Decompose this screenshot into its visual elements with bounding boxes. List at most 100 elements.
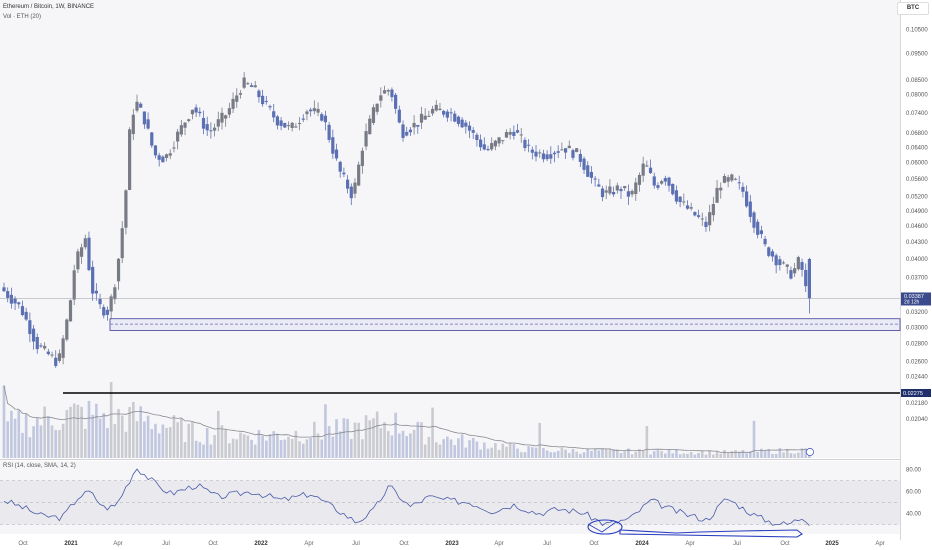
candle-body xyxy=(549,154,553,159)
volume-bar xyxy=(43,406,46,458)
candle-body xyxy=(331,137,335,154)
rsi-annotation-v xyxy=(587,521,617,533)
candle-body xyxy=(508,131,512,135)
volume-bar xyxy=(715,451,719,458)
volume-bar xyxy=(416,421,420,458)
volume-bar xyxy=(183,442,187,458)
candle-body xyxy=(711,204,715,216)
volume-bar xyxy=(527,446,530,458)
candle-body xyxy=(719,187,723,191)
volume-bar xyxy=(257,430,261,458)
candle-body xyxy=(290,122,294,129)
time-label-16: Oct xyxy=(780,541,790,547)
candle-body xyxy=(741,186,745,192)
volume-bar xyxy=(294,430,298,458)
candle-body xyxy=(275,116,279,126)
candle-body xyxy=(135,101,139,111)
candle-body xyxy=(246,83,250,85)
candle-body xyxy=(578,154,582,162)
volume-bar xyxy=(682,453,686,458)
candle-body xyxy=(807,258,812,299)
candle-body xyxy=(128,129,132,190)
volume-bar xyxy=(545,450,549,458)
volume-bar xyxy=(6,421,9,458)
volume-bar xyxy=(586,448,590,458)
candle-body xyxy=(227,108,231,115)
candle-body xyxy=(327,124,331,140)
volume-bar xyxy=(61,423,65,458)
volume-bar xyxy=(154,423,157,458)
time-label-3: Jul xyxy=(162,541,170,547)
candle-body xyxy=(704,221,708,228)
volume-bar xyxy=(157,433,161,458)
volume-bar xyxy=(2,385,6,458)
price-tick-label-18: 0.02600 xyxy=(906,359,928,365)
volume-bar xyxy=(471,437,475,458)
candle-body xyxy=(201,117,206,129)
candle-body xyxy=(796,257,800,270)
candle-body xyxy=(342,172,346,175)
volume-bar xyxy=(161,424,165,458)
volume-bar xyxy=(17,410,21,458)
candle-body xyxy=(386,90,390,92)
volume-bar xyxy=(567,452,571,458)
candle-body xyxy=(641,163,645,176)
volume-bar xyxy=(438,444,442,458)
volume-bar xyxy=(501,443,505,458)
volume-bar xyxy=(641,450,645,458)
candle-body xyxy=(600,188,605,198)
volume-bar xyxy=(475,441,479,458)
candle-body xyxy=(752,212,756,228)
candle-body xyxy=(504,132,509,138)
candle-body xyxy=(460,119,464,128)
volume-bar xyxy=(368,420,372,458)
candle-body xyxy=(604,190,608,193)
time-label-14: Apr xyxy=(685,541,694,547)
volume-bar xyxy=(590,450,593,458)
volume-bar xyxy=(423,444,427,458)
volume-bar xyxy=(505,446,508,458)
volume-bar xyxy=(460,434,464,458)
time-label-6: Apr xyxy=(304,541,313,547)
candle-body xyxy=(490,143,494,150)
candle-body xyxy=(57,353,62,361)
volume-bar xyxy=(235,439,239,458)
volume-bar xyxy=(290,439,294,458)
currency-badge[interactable]: BTC xyxy=(897,2,929,15)
rsi-tick-label-2: 40.00 xyxy=(906,511,922,517)
volume-bar xyxy=(35,417,39,458)
rsi-line xyxy=(3,468,810,527)
candle-body xyxy=(634,182,638,195)
candle-body xyxy=(102,307,106,316)
volume-bar xyxy=(523,452,527,458)
volume-bar xyxy=(342,418,346,458)
candle-body xyxy=(556,151,560,153)
candle-body xyxy=(582,158,586,170)
candle-body xyxy=(17,302,21,305)
candle-body xyxy=(648,167,653,174)
volume-bar xyxy=(194,440,198,458)
candle-body xyxy=(427,115,431,117)
candle-body xyxy=(79,247,84,257)
volume-bar xyxy=(793,453,796,458)
volume-bar xyxy=(427,436,431,458)
candle-body xyxy=(467,125,472,131)
candle-body xyxy=(231,98,235,109)
volume-bar xyxy=(782,452,785,458)
last-price-value: 0.03387 xyxy=(904,294,924,300)
candle-body xyxy=(493,140,497,147)
candle-body xyxy=(54,357,58,366)
volume-bar xyxy=(28,437,32,458)
candle-body xyxy=(124,190,128,228)
volume-bar xyxy=(13,418,17,458)
candle-body xyxy=(497,137,501,144)
volume-bar xyxy=(405,436,409,458)
time-label-10: Apr xyxy=(494,541,503,547)
candle-body xyxy=(35,337,39,350)
time-label-11: Jul xyxy=(543,541,551,547)
volume-bar xyxy=(268,434,272,458)
volume-bar xyxy=(113,424,117,458)
candle-body xyxy=(209,130,213,132)
candle-body xyxy=(283,122,287,128)
candle-body xyxy=(309,109,313,112)
